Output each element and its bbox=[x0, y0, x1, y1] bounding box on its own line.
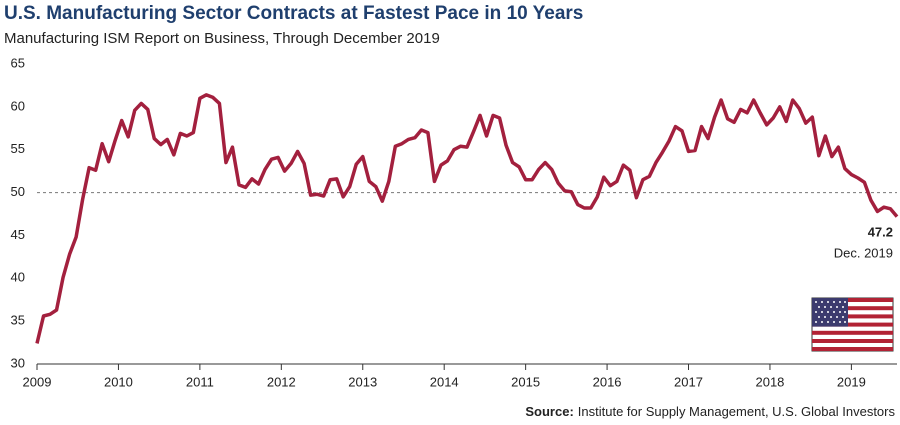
y-tick-label: 40 bbox=[11, 270, 25, 285]
y-tick-label: 50 bbox=[11, 184, 25, 199]
x-tick-label: 2018 bbox=[755, 374, 784, 389]
series-line bbox=[35, 93, 899, 344]
x-tick-label: 2015 bbox=[511, 374, 540, 389]
x-tick-label: 2010 bbox=[104, 374, 133, 389]
source-label: Source: bbox=[525, 404, 573, 419]
source-text: Institute for Supply Management, U.S. Gl… bbox=[578, 404, 896, 419]
y-tick-label: 45 bbox=[11, 227, 25, 242]
value-label: 47.2 bbox=[868, 224, 893, 239]
x-tick-label: 2013 bbox=[348, 374, 377, 389]
chart-subtitle: Manufacturing ISM Report on Business, Th… bbox=[4, 30, 440, 47]
x-tick-label: 2017 bbox=[674, 374, 703, 389]
x-tick-label: 2014 bbox=[430, 374, 459, 389]
x-tick-label: 2016 bbox=[593, 374, 622, 389]
source: Source: Institute for Supply Management, … bbox=[525, 404, 895, 419]
y-tick-label: 30 bbox=[11, 355, 25, 370]
x-tick-label: 2011 bbox=[186, 374, 214, 389]
y-tick-label: 35 bbox=[11, 313, 25, 328]
chart-title: U.S. Manufacturing Sector Contracts at F… bbox=[4, 3, 583, 24]
y-tick-label: 65 bbox=[11, 55, 25, 70]
y-tick-label: 55 bbox=[11, 141, 25, 156]
x-tick-label: 2009 bbox=[23, 374, 52, 389]
x-tick-label: 2019 bbox=[837, 374, 866, 389]
y-tick-label: 60 bbox=[11, 98, 25, 113]
us-flag bbox=[811, 297, 894, 352]
annotation-date: Dec. 2019 bbox=[834, 245, 893, 260]
x-tick-label: 2012 bbox=[267, 374, 296, 389]
